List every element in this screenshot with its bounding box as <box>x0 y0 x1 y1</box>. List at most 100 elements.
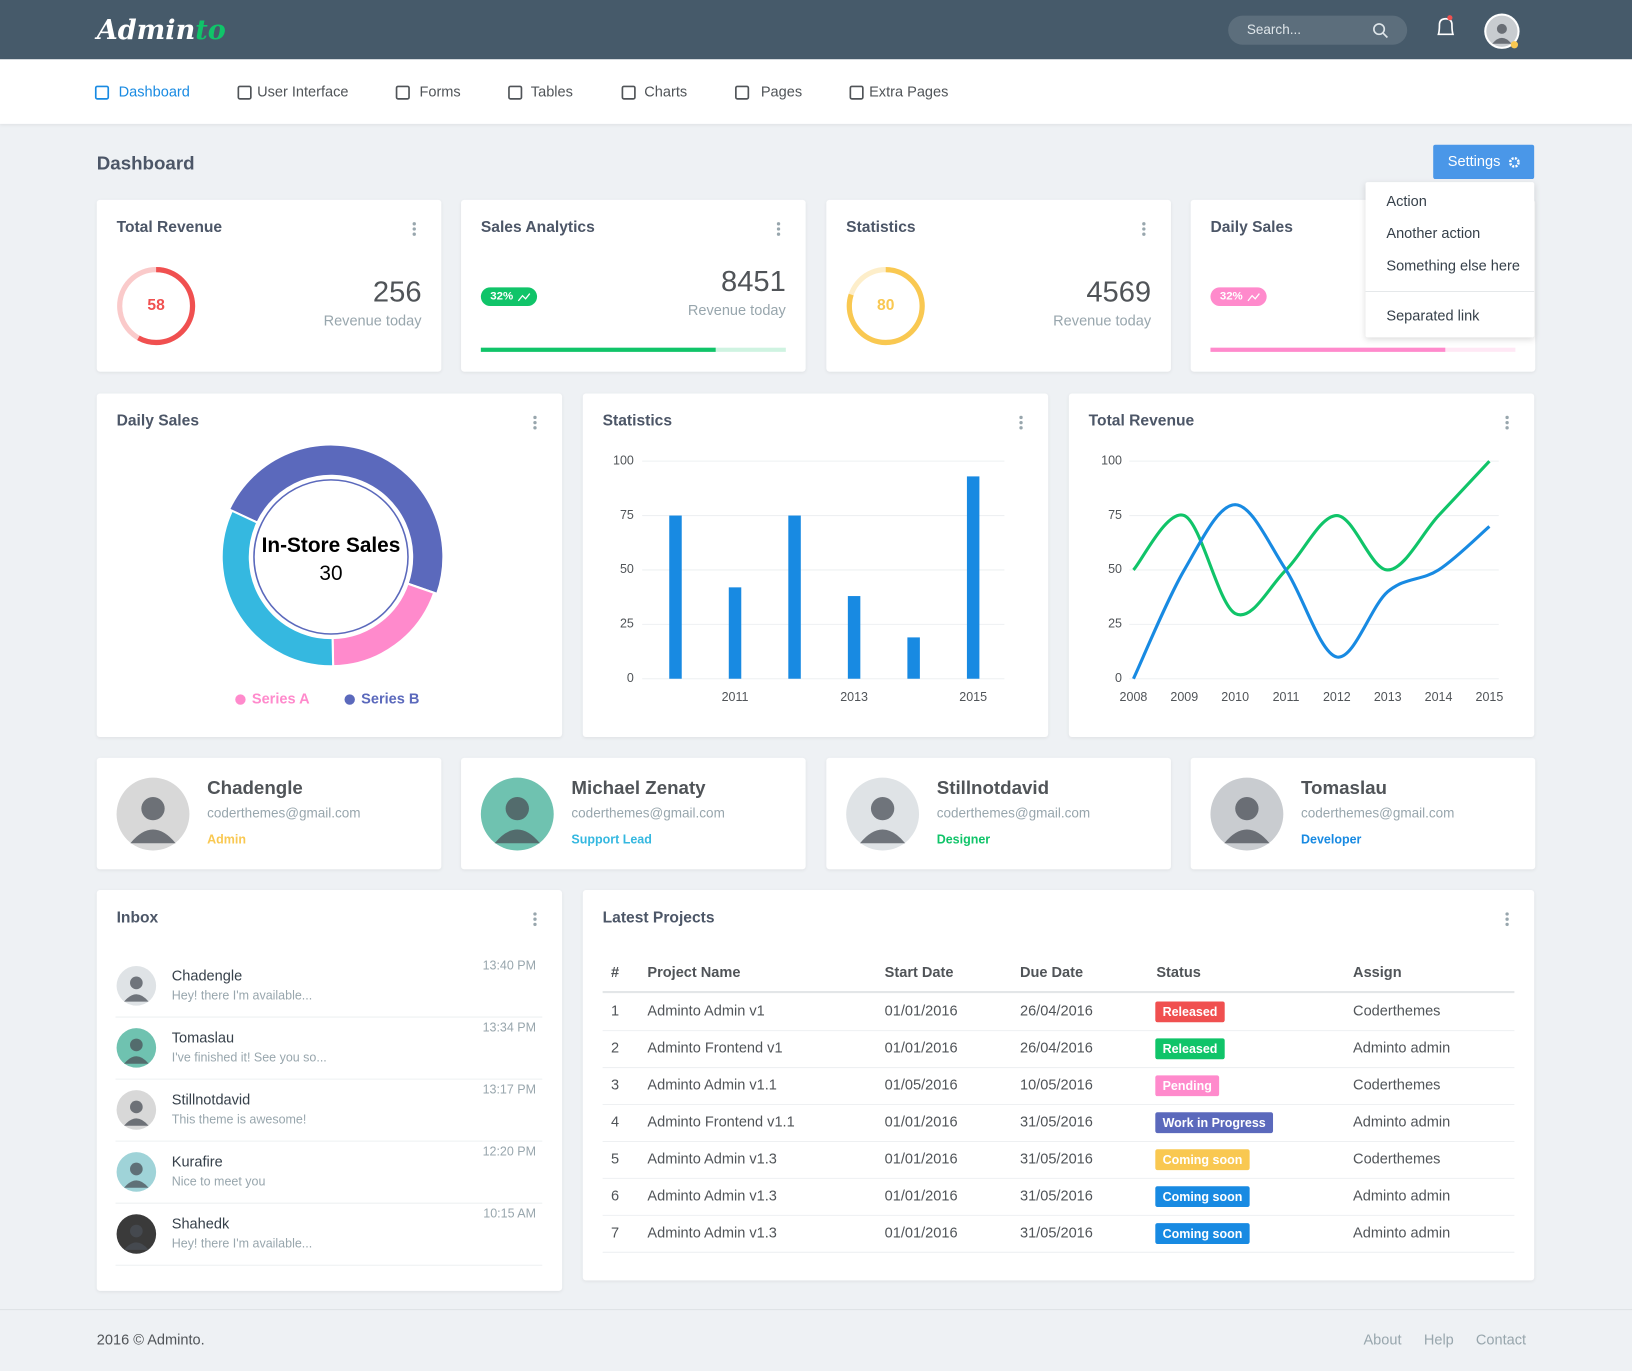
nav-label: Charts <box>644 84 687 100</box>
inbox-item[interactable]: Chadengle Hey! there I'm available... 13:4… <box>115 958 543 1018</box>
status-badge <box>1155 1038 1225 1060</box>
table-cell: Coderthemes <box>1353 1152 1440 1168</box>
avatar-body <box>494 829 540 844</box>
nav-item[interactable]: Dashboard <box>94 84 190 100</box>
table-cell: Adminto admin <box>1353 1041 1450 1057</box>
table-cell: Coderthemes <box>1353 1078 1440 1094</box>
nav-item[interactable]: Tables <box>508 84 573 100</box>
search-icon-handle <box>1382 32 1388 39</box>
avatar-body <box>860 829 906 844</box>
inbox-item[interactable]: Shahedk Hey! there I'm available... 10:15 … <box>115 1207 543 1266</box>
menu-dot <box>776 232 781 236</box>
bar <box>847 596 861 679</box>
card-menu[interactable] <box>533 415 537 430</box>
card <box>96 757 442 870</box>
card-menu[interactable] <box>1142 222 1146 236</box>
settings-button-bg <box>1433 144 1535 180</box>
table-cell: 26/04/2016 <box>1020 1004 1093 1020</box>
bell-dot <box>1447 15 1453 21</box>
card-title: Daily Sales <box>117 413 200 430</box>
inbox-item[interactable]: Kurafire Nice to meet you 12:20 PM <box>115 1144 543 1204</box>
table-cell: Adminto Frontend v1 <box>647 1041 782 1057</box>
table-cell: 7 <box>611 1225 619 1241</box>
nav-item[interactable]: Forms <box>395 84 461 100</box>
bar <box>907 637 920 679</box>
y-tick-label: 75 <box>1108 508 1122 522</box>
card-menu[interactable] <box>412 222 416 236</box>
message-preview: This theme is awesome! <box>172 1113 307 1127</box>
nav-item[interactable]: Charts <box>621 84 687 100</box>
avatar-body <box>124 994 149 1002</box>
settings-button[interactable]: Settings <box>1433 144 1535 180</box>
table-header: # <box>611 965 619 981</box>
message-preview: Hey! there I'm available... <box>172 989 312 1003</box>
bar <box>728 587 742 679</box>
table-cell: 31/05/2016 <box>1020 1152 1093 1168</box>
status-badge <box>1155 1001 1225 1023</box>
sender-name: Kurafire <box>172 1154 223 1170</box>
search-box[interactable]: Search... <box>1228 15 1408 45</box>
avatar <box>116 966 157 1006</box>
card-title: Sales Analytics <box>481 219 595 236</box>
card-menu[interactable] <box>1505 912 1509 927</box>
badge-text: 32% <box>490 291 513 303</box>
avatar <box>116 1152 157 1192</box>
footer-link[interactable]: About <box>1363 1333 1401 1349</box>
contact-email: coderthemes@gmail.com <box>207 806 360 821</box>
notification-bell[interactable] <box>1437 15 1455 36</box>
nav-icon <box>849 85 864 100</box>
menu-dot <box>412 222 416 226</box>
y-tick-label: 25 <box>620 617 634 631</box>
avatar <box>116 1214 157 1254</box>
table-header: Start Date <box>885 965 954 981</box>
message-preview: Hey! there I'm available... <box>172 1237 312 1251</box>
menu-dot <box>1505 420 1509 425</box>
table-cell: Coderthemes <box>1353 1004 1440 1020</box>
nav-item[interactable]: Extra Pages <box>849 84 948 100</box>
footer-link[interactable]: Help <box>1424 1333 1454 1349</box>
progress-bar <box>480 347 716 352</box>
dropdown-item[interactable]: Action <box>1386 194 1426 210</box>
bar <box>788 515 801 679</box>
avatar-body <box>124 1118 149 1126</box>
nav-label: Dashboard <box>119 84 190 100</box>
contact-role: Support Lead <box>571 832 651 846</box>
x-tick-label: 2014 <box>1425 690 1453 704</box>
inbox-item[interactable]: Tomaslau I've finished it! See you so... 1… <box>115 1020 543 1080</box>
footer-link[interactable]: Contact <box>1476 1333 1526 1349</box>
avatar-head <box>130 1038 143 1052</box>
dropdown-item[interactable]: Something else here <box>1386 258 1520 274</box>
avatar-head <box>130 976 143 990</box>
nav-item[interactable]: Pages <box>735 84 802 100</box>
card-title: Latest Projects <box>603 909 715 926</box>
table-cell: 01/01/2016 <box>885 1188 958 1204</box>
card-menu[interactable] <box>1019 415 1023 430</box>
card-menu[interactable] <box>1505 415 1509 430</box>
dropdown-menu <box>1365 182 1535 338</box>
card-menu[interactable] <box>533 912 537 927</box>
y-tick-label: 75 <box>620 508 634 522</box>
inbox-item[interactable]: Stillnotdavid This theme is awesome! 13:17… <box>115 1082 543 1142</box>
dropdown-item[interactable]: Another action <box>1386 226 1480 242</box>
avatar-body <box>1492 37 1512 44</box>
card-menu[interactable] <box>776 222 781 236</box>
dropdown-item[interactable]: Separated link <box>1386 308 1480 324</box>
donut-inner-ring <box>253 479 409 635</box>
search-field <box>1228 15 1408 45</box>
card-title: Total Revenue <box>117 219 223 236</box>
nav-label: Extra Pages <box>869 84 948 100</box>
table-cell: Adminto Admin v1.3 <box>647 1152 777 1168</box>
user-status <box>1510 41 1519 49</box>
x-tick-label: 2013 <box>1374 690 1402 704</box>
menu-dot <box>1142 232 1146 236</box>
contact-email: coderthemes@gmail.com <box>1301 806 1454 821</box>
brand-logo[interactable]: Adminto <box>94 15 226 46</box>
table-cell: Adminto Admin v1.3 <box>647 1188 777 1204</box>
nav-item[interactable]: User Interface <box>237 84 349 100</box>
x-tick-label: 2011 <box>722 690 749 704</box>
table-cell: 2 <box>611 1041 619 1057</box>
avatar-body <box>124 1180 149 1188</box>
status-badge <box>1155 1223 1250 1244</box>
message-time: 13:17 PM <box>483 1082 536 1096</box>
table-cell: Adminto Admin v1 <box>647 1004 764 1020</box>
